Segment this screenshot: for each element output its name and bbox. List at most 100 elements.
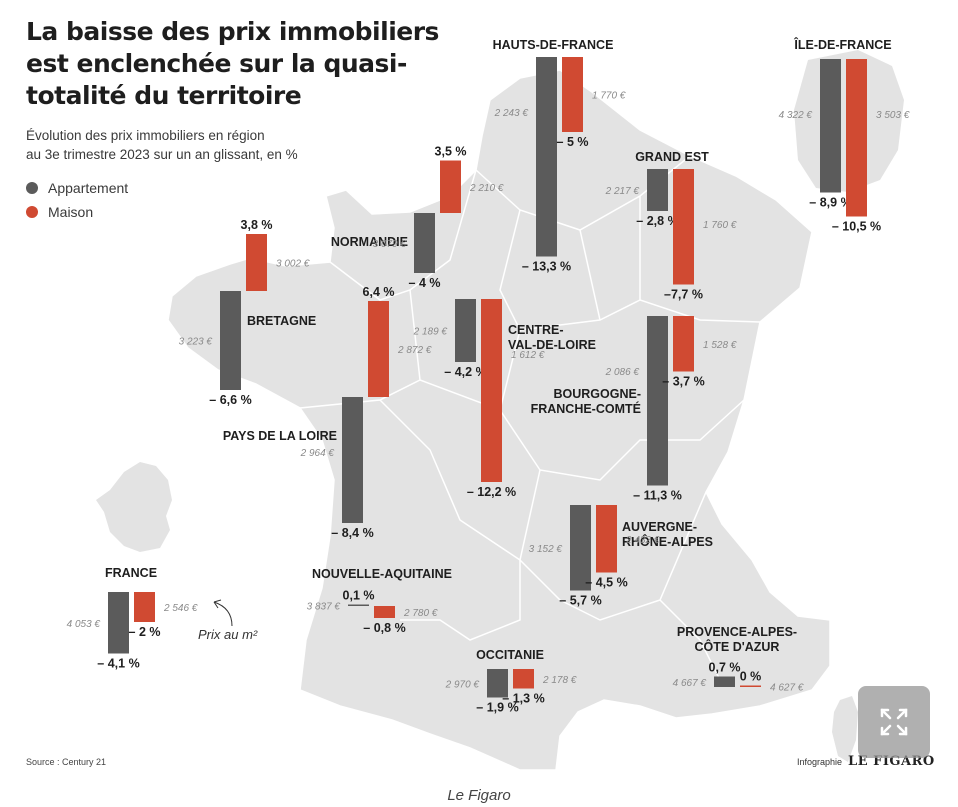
region-name-grand-est: GRAND EST: [635, 150, 709, 164]
house-bar-bourgogne-franche-comt-: [673, 316, 694, 372]
apartment-price-occitanie: 2 970 €: [445, 679, 480, 690]
house-price-hauts-de-france: 1 770 €: [592, 91, 626, 102]
apartment-price-centre-val-de-loire: 2 189 €: [413, 327, 448, 338]
region-name-nouvelle-aquitaine: NOUVELLE-AQUITAINE: [312, 567, 452, 581]
house-price-bourgogne-franche-comt-: 1 528 €: [703, 340, 737, 351]
apartment-value-label-bretagne: – 6,6 %: [209, 393, 251, 407]
bar-chart: HAUTS-DE-FRANCE – 13,3 % 2 243 € – 5 % 1 770…: [67, 37, 910, 715]
source-note: Source : Century 21: [26, 757, 107, 767]
apartment-value-label-occitanie: – 1,9 %: [476, 701, 518, 715]
house-bar--le-de-france: [846, 59, 867, 217]
house-value-label-hauts-de-france: – 5 %: [557, 135, 589, 149]
house-bar-normandie: [440, 160, 461, 213]
region-name-bourgogne-franche-comt-: FRANCHE-COMTÉ: [531, 401, 641, 416]
house-value-label--le-de-france: – 10,5 %: [832, 220, 881, 234]
apartment-bar-bretagne: [220, 291, 241, 390]
prix-arrow-head: [213, 599, 222, 609]
house-price-france: 2 546 €: [163, 603, 198, 614]
apartment-value-label--le-de-france: – 8,9 %: [809, 196, 851, 210]
house-value-label-nouvelle-aquitaine: – 0,8 %: [363, 621, 405, 635]
house-price-auvergne-rh-ne-alpes: 2 432 €: [625, 535, 660, 546]
apartment-price-nouvelle-aquitaine: 3 837 €: [307, 601, 341, 612]
house-value-label-provence-alpes-c-te-d-azur: 0 %: [740, 670, 762, 684]
region-name--le-de-france: ÎLE-DE-FRANCE: [793, 37, 891, 52]
house-bar-centre-val-de-loire: [481, 299, 502, 482]
expand-icon: [880, 708, 908, 736]
apartment-bar-centre-val-de-loire: [455, 299, 476, 362]
house-price-nouvelle-aquitaine: 2 780 €: [403, 608, 438, 619]
corsica-shape: [832, 696, 858, 762]
house-bar-hauts-de-france: [562, 57, 583, 132]
house-bar-auvergne-rh-ne-alpes: [596, 505, 617, 573]
house-value-label-normandie: 3,5 %: [435, 145, 467, 159]
apartment-price-hauts-de-france: 2 243 €: [494, 108, 529, 119]
infographie-label: Infographie: [797, 756, 843, 767]
apartment-price--le-de-france: 4 322 €: [779, 110, 813, 121]
region-name-pays-de-la-loire: PAYS DE LA LOIRE: [223, 429, 337, 443]
expand-button[interactable]: [858, 686, 930, 758]
apartment-value-label-pays-de-la-loire: – 8,4 %: [331, 526, 373, 540]
legend: Appartement Maison: [26, 176, 128, 224]
infographic: HAUTS-DE-FRANCE – 13,3 % 2 243 € – 5 % 1 770…: [26, 16, 935, 770]
apartment-price-normandie: 3 079 €: [373, 239, 407, 250]
apartment-price-auvergne-rh-ne-alpes: 3 152 €: [529, 544, 563, 555]
apartment-value-label-nouvelle-aquitaine: 0,1 %: [343, 589, 375, 603]
prix-arrow: [213, 601, 233, 627]
apartment-bar-auvergne-rh-ne-alpes: [570, 505, 591, 591]
apartment-bar-occitanie: [487, 669, 508, 698]
apartment-bar-nouvelle-aquitaine: [348, 604, 369, 606]
apartment-bar-hauts-de-france: [536, 57, 557, 257]
legend-label: Appartement: [48, 180, 129, 196]
apartment-bar-bourgogne-franche-comt-: [647, 316, 668, 486]
apartment-bar-pays-de-la-loire: [342, 397, 363, 523]
region-name-auvergne-rh-ne-alpes: RHÔNE-ALPES: [622, 534, 713, 549]
apartment-value-label-auvergne-rh-ne-alpes: – 5,7 %: [559, 594, 601, 608]
title: La baisse des prix immobiliers est encle…: [26, 16, 446, 112]
house-value-label-centre-val-de-loire: – 12,2 %: [467, 485, 516, 499]
house-bar-france: [134, 592, 155, 622]
apartment-value-label-france: – 4,1 %: [97, 657, 139, 671]
image-caption: Le Figaro: [447, 787, 511, 804]
region-name-france: FRANCE: [105, 566, 157, 580]
house-bar-nouvelle-aquitaine: [374, 606, 395, 618]
apartment-price-grand-est: 2 217 €: [605, 186, 640, 197]
house-price-bretagne: 3 002 €: [276, 259, 310, 270]
france-inset-shape: [96, 462, 172, 552]
legend-swatch-house: [26, 206, 38, 218]
region-name-auvergne-rh-ne-alpes: AUVERGNE-: [622, 520, 697, 534]
apartment-bar-provence-alpes-c-te-d-azur: [714, 676, 735, 687]
subtitle-line: au 3e trimestre 2023 sur un an glissant,…: [26, 147, 298, 162]
subtitle: Évolution des prix immobiliers en région…: [26, 126, 298, 164]
house-bar-pays-de-la-loire: [368, 301, 389, 397]
apartment-bar-normandie: [414, 213, 435, 273]
house-price-provence-alpes-c-te-d-azur: 4 627 €: [770, 682, 804, 693]
house-price-centre-val-de-loire: 1 612 €: [511, 350, 545, 361]
legend-swatch-apartment: [26, 182, 38, 194]
region-name-bretagne: BRETAGNE: [247, 314, 316, 328]
region-name-provence-alpes-c-te-d-azur: CÔTE D'AZUR: [695, 639, 780, 654]
apartment-value-label-hauts-de-france: – 13,3 %: [522, 260, 571, 274]
house-value-label-occitanie: – 1,3 %: [502, 692, 544, 706]
region-name-normandie: NORMANDIE: [331, 235, 408, 249]
house-value-label-pays-de-la-loire: 6,4 %: [363, 285, 395, 299]
apartment-price-bourgogne-franche-comt-: 2 086 €: [605, 367, 640, 378]
house-price-grand-est: 1 760 €: [703, 220, 737, 231]
apartment-price-france: 4 053 €: [67, 619, 101, 630]
house-value-label-france: – 2 %: [129, 625, 161, 639]
region-name-centre-val-de-loire: CENTRE-: [508, 323, 564, 337]
apartment-price-bretagne: 3 223 €: [179, 337, 213, 348]
legend-item-house: Maison: [26, 200, 128, 224]
apartment-value-label-normandie: – 4 %: [409, 276, 441, 290]
region-name-provence-alpes-c-te-d-azur: PROVENCE-ALPES-: [677, 625, 797, 639]
apartment-value-label-bourgogne-franche-comt-: – 11,3 %: [633, 489, 682, 503]
house-price-normandie: 2 210 €: [469, 183, 504, 194]
region-borders: [299, 155, 761, 681]
house-price-occitanie: 2 178 €: [542, 675, 577, 686]
apartment-value-label-grand-est: – 2,8 %: [636, 214, 678, 228]
title-line: La baisse des prix immobiliers: [26, 17, 439, 46]
prix-au-m2-note: Prix au m²: [198, 627, 258, 642]
house-value-label-auvergne-rh-ne-alpes: – 4,5 %: [585, 576, 627, 590]
subtitle-line: Évolution des prix immobiliers en région: [26, 128, 265, 143]
house-bar-bretagne: [246, 234, 267, 291]
title-line: totalité du territoire: [26, 81, 302, 110]
